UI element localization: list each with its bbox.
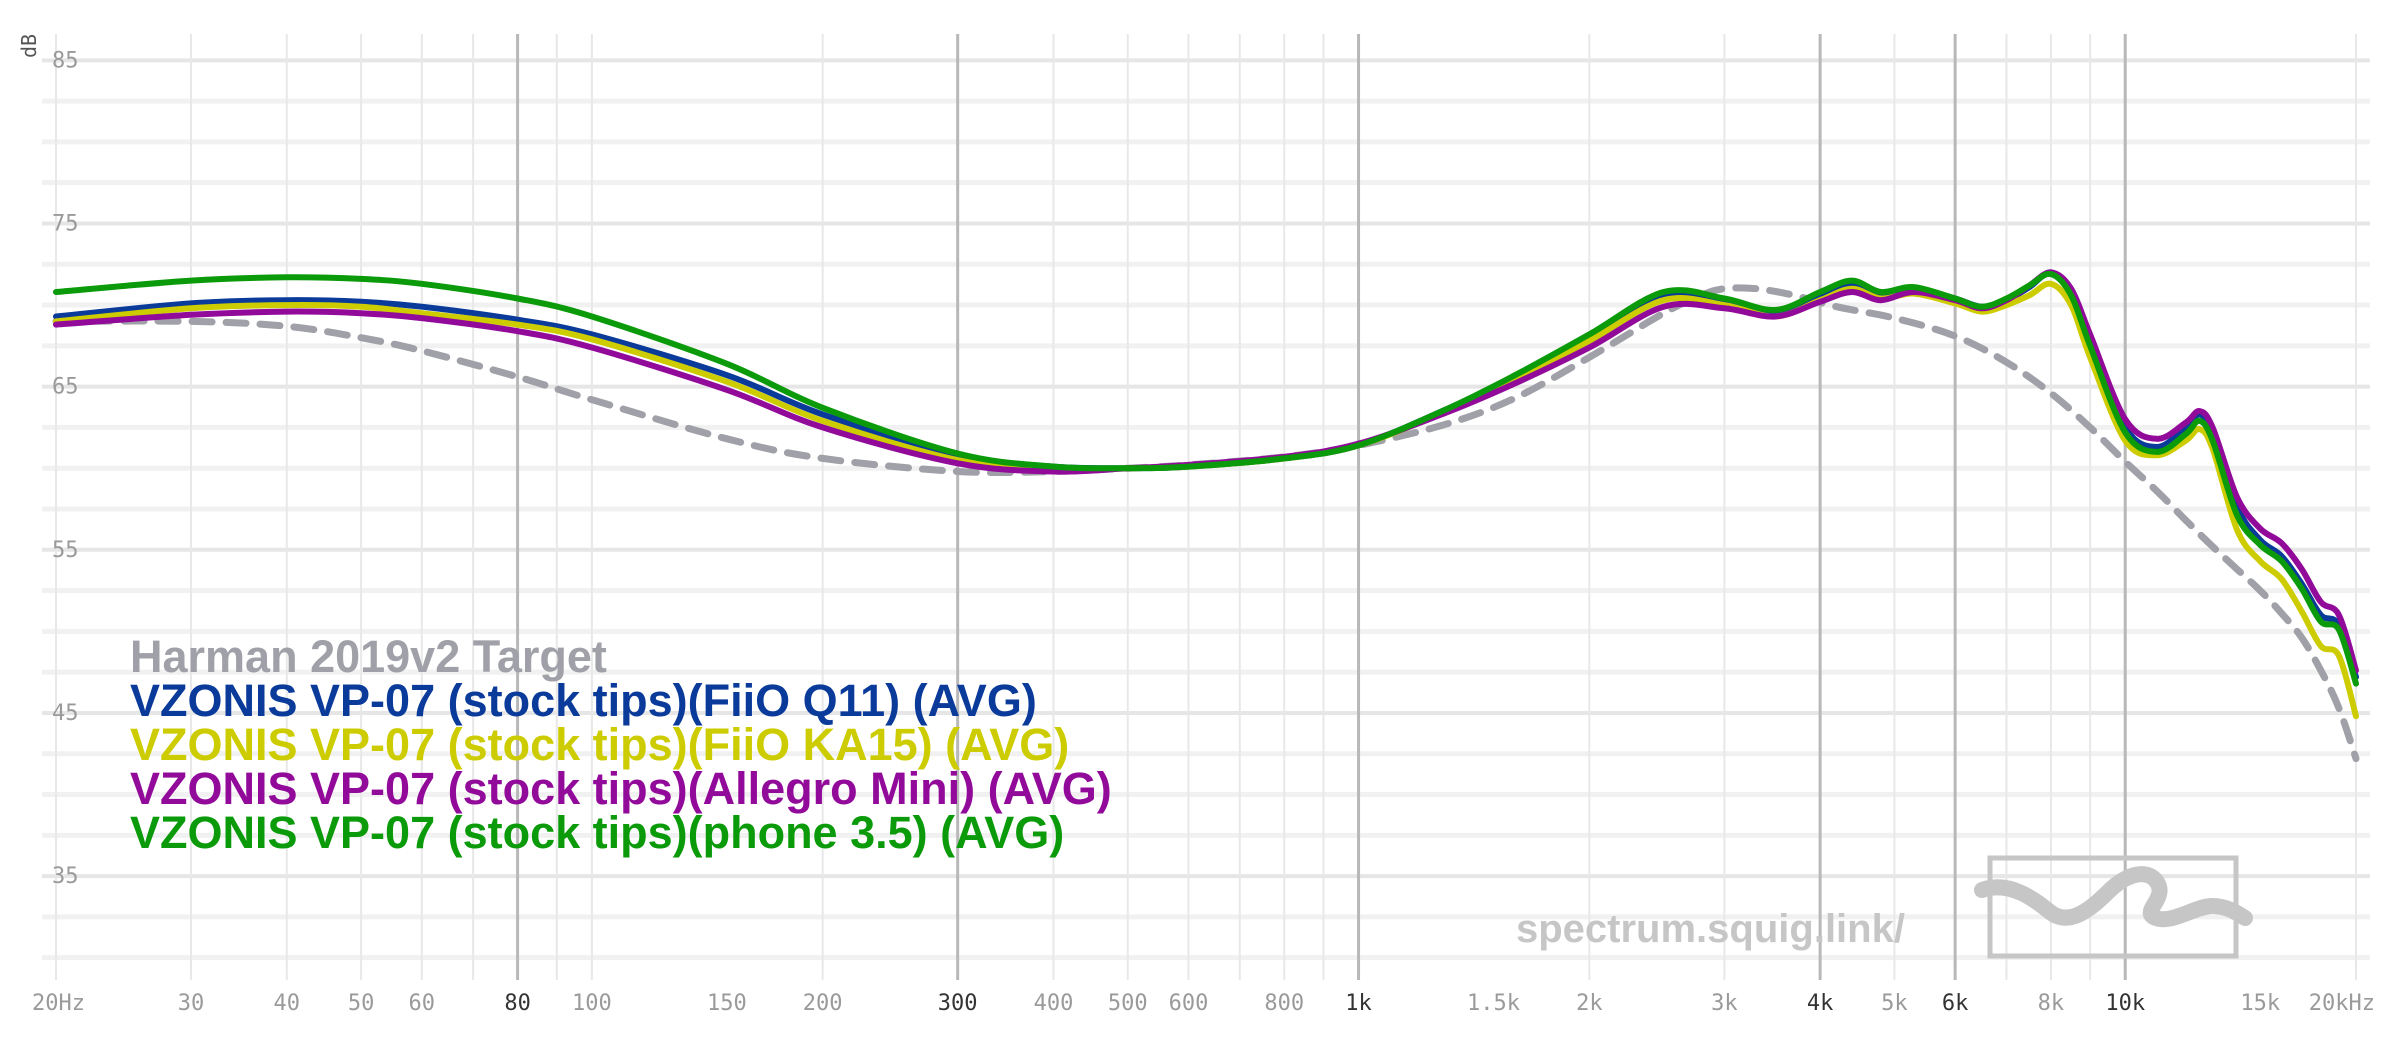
x-tick-label: 500 [1108,991,1148,1016]
legend-entry[interactable]: VZONIS VP-07 (stock tips)(Allegro Mini) … [130,763,1112,814]
y-tick-label: 75 [52,211,79,236]
x-tick-label: 10k [2105,991,2145,1016]
squiggle-logo-icon [1974,855,2253,959]
legend-entry[interactable]: VZONIS VP-07 (stock tips)(FiiO Q11) (AVG… [130,675,1037,726]
series-lines [52,269,2360,763]
x-tick-label: 30 [178,991,205,1016]
x-tick-label: 80 [504,991,531,1016]
target-curve-line [52,284,2360,763]
x-tick-label: 60 [409,991,436,1016]
x-tick-label: 1.5k [1467,991,1520,1016]
series-line-3 [53,269,2359,674]
x-tick-label: 20Hz [32,991,85,1016]
x-tick-label: 5k [1881,991,1908,1016]
series-line-4 [53,270,2359,687]
y-tick-label: 65 [52,375,79,400]
x-tick-label: 50 [348,991,375,1016]
vertical-gridlines [55,34,2357,980]
x-tick-label: 1k [1345,991,1372,1016]
x-tick-label: 600 [1169,991,1209,1016]
legend-entry[interactable]: Harman 2019v2 Target [130,631,607,682]
x-axis-tick-labels: 20Hz 30 40 50 60 80 100 150 200 300 400 500 600 800 1k… [32,991,2375,1016]
x-tick-label: 300 [938,991,978,1016]
x-tick-label: 2k [1576,991,1603,1016]
x-tick-label: 4k [1807,991,1834,1016]
x-tick-label: 15k [2240,991,2280,1016]
x-tick-label: 800 [1264,991,1304,1016]
y-axis-tick-labels: 35 45 55 65 75 85 [52,48,79,889]
x-tick-label: 200 [803,991,843,1016]
x-tick-label: 150 [707,991,747,1016]
legend-entry[interactable]: VZONIS VP-07 (stock tips)(FiiO KA15) (AV… [130,719,1069,770]
y-tick-label: 85 [52,48,79,73]
x-tick-label: 100 [572,991,612,1016]
x-tick-label: 400 [1034,991,1074,1016]
x-tick-label: 3k [1711,991,1738,1016]
x-tick-label: 6k [1942,991,1969,1016]
watermark-text: spectrum.squig.link/ [1516,907,1905,951]
x-tick-label: 8k [2038,991,2065,1016]
y-tick-label: 55 [52,538,79,563]
y-tick-label: 45 [52,701,79,726]
y-tick-label: 35 [52,864,79,889]
y-axis-label: dB [17,34,41,58]
x-tick-label: 40 [274,991,301,1016]
x-tick-label: 20kHz [2309,991,2375,1016]
watermark: spectrum.squig.link/ [1516,855,2253,959]
series-line-1 [53,269,2359,681]
legend-entry[interactable]: VZONIS VP-07 (stock tips)(phone 3.5) (AV… [130,807,1064,858]
